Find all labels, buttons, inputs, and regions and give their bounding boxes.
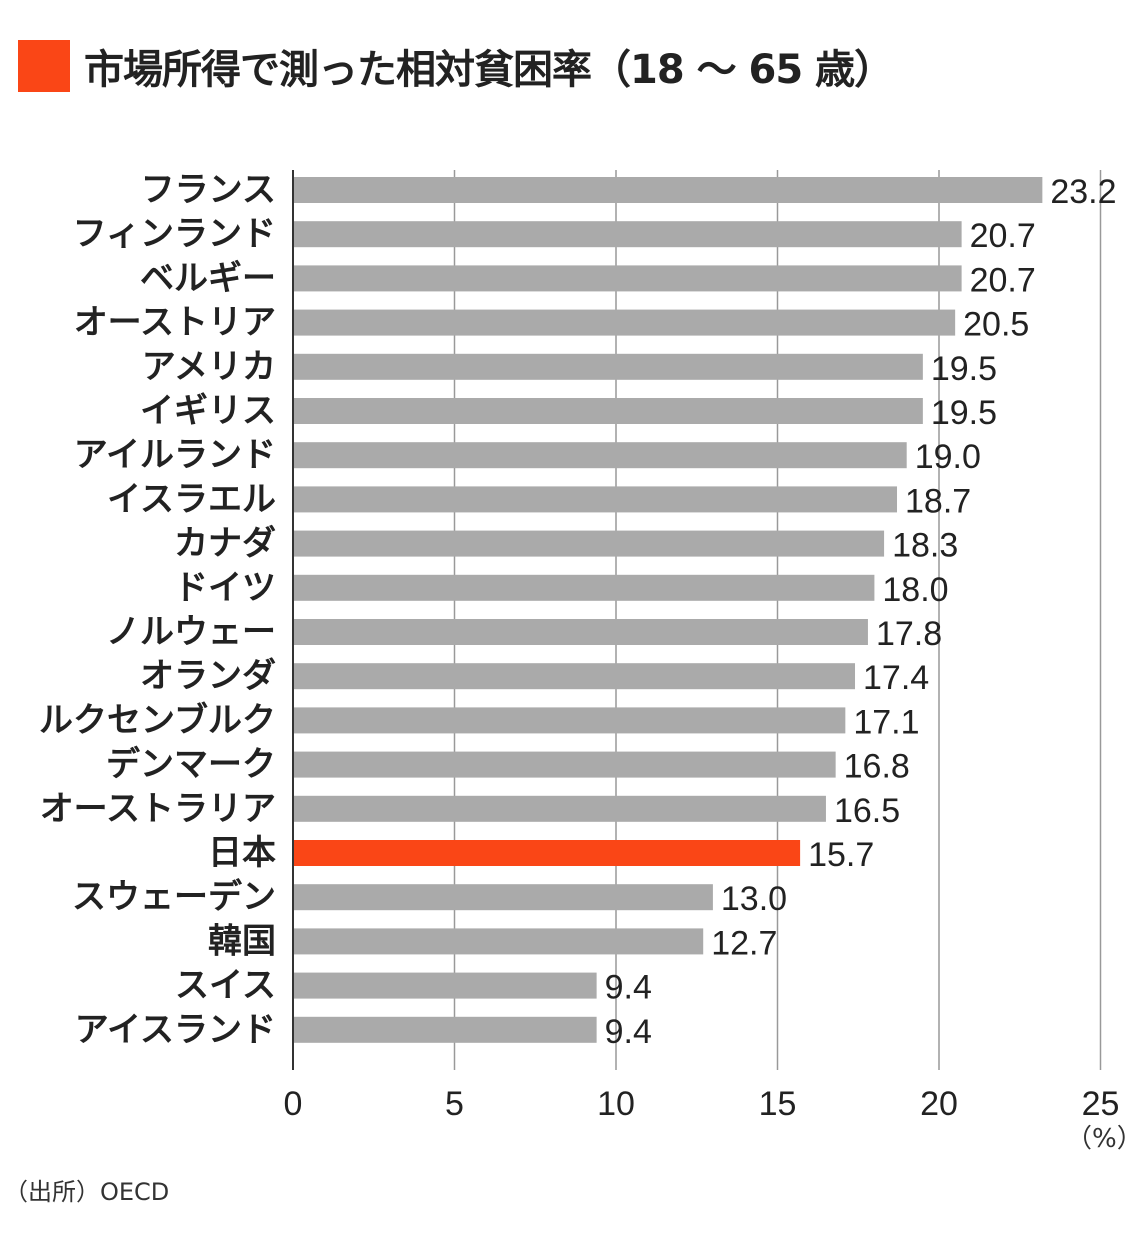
bar	[293, 574, 875, 601]
category-label: ドイツ	[174, 568, 276, 608]
value-label: 19.5	[931, 350, 997, 388]
bar	[293, 177, 1043, 203]
value-label: 17.8	[876, 615, 942, 653]
bar	[293, 884, 713, 911]
bar	[293, 1016, 597, 1043]
bar	[293, 840, 801, 866]
value-label: 18.3	[892, 527, 958, 565]
title-marker-square	[18, 40, 70, 92]
value-label: 17.4	[863, 659, 929, 697]
category-label: オーストラリア	[40, 789, 276, 829]
value-label: 23.2	[1050, 173, 1116, 211]
bar	[293, 751, 836, 778]
category-label: ベルギー	[140, 258, 276, 298]
category-label: ノルウェー	[106, 612, 276, 652]
bar	[293, 353, 923, 380]
category-label: フィンランド	[73, 214, 276, 254]
category-label: オランダ	[140, 656, 276, 696]
category-label: アイルランド	[74, 435, 276, 475]
value-label: 12.7	[711, 924, 777, 962]
bar	[293, 265, 962, 292]
x-tick-label: 15	[759, 1085, 797, 1123]
x-tick-label: 5	[445, 1085, 464, 1123]
x-tick-label: 25	[1082, 1085, 1120, 1123]
category-label: デンマーク	[106, 745, 276, 785]
bar	[293, 486, 898, 513]
value-label: 20.5	[963, 306, 1029, 344]
bar	[293, 928, 704, 955]
category-label: スウェーデン	[72, 877, 276, 917]
category-label: フランス	[141, 170, 276, 210]
bar	[293, 309, 956, 336]
bar	[293, 663, 856, 690]
value-label: 20.7	[970, 217, 1036, 255]
value-label: 17.1	[853, 703, 919, 741]
value-label: 15.7	[808, 836, 874, 874]
category-label: ルクセンブルク	[39, 700, 276, 740]
chart-title-group: 市場所得で測った相対貧困率（18 ～ 65 歳）	[18, 38, 894, 94]
value-label: 19.0	[915, 438, 981, 476]
value-label: 18.7	[905, 482, 971, 520]
x-tick-label: 20	[920, 1085, 958, 1123]
value-label: 16.8	[844, 748, 910, 786]
category-label: アイスランド	[75, 1010, 276, 1050]
value-label: 9.4	[605, 1013, 652, 1051]
value-label: 20.7	[970, 261, 1036, 299]
category-label: カナダ	[174, 524, 276, 564]
bar	[293, 619, 868, 645]
bar	[293, 795, 826, 822]
category-label: 韓国	[208, 921, 276, 961]
x-tick-label: 0	[284, 1085, 303, 1123]
value-label: 16.5	[834, 792, 900, 830]
bar	[293, 972, 597, 999]
category-label: スイス	[175, 966, 276, 1006]
x-axis-unit-label: （%）	[1066, 1124, 1140, 1154]
bar	[293, 442, 907, 469]
value-label: 9.4	[605, 969, 652, 1007]
bar	[293, 221, 962, 248]
bar	[293, 530, 885, 557]
value-label: 18.0	[882, 571, 948, 609]
category-label: オーストリア	[74, 303, 276, 343]
category-label: イスラエル	[107, 479, 276, 519]
source-note: （出所）OECD	[4, 1178, 170, 1206]
value-label: 13.0	[721, 880, 787, 918]
chart-title: 市場所得で測った相対貧困率（18 ～ 65 歳）	[84, 47, 894, 93]
category-label: 日本	[208, 833, 276, 873]
value-label: 19.5	[931, 394, 997, 432]
category-label: イギリス	[140, 391, 276, 431]
bar	[293, 707, 846, 734]
category-label: アメリカ	[142, 347, 276, 387]
bar	[293, 398, 923, 424]
x-tick-label: 10	[597, 1085, 635, 1123]
